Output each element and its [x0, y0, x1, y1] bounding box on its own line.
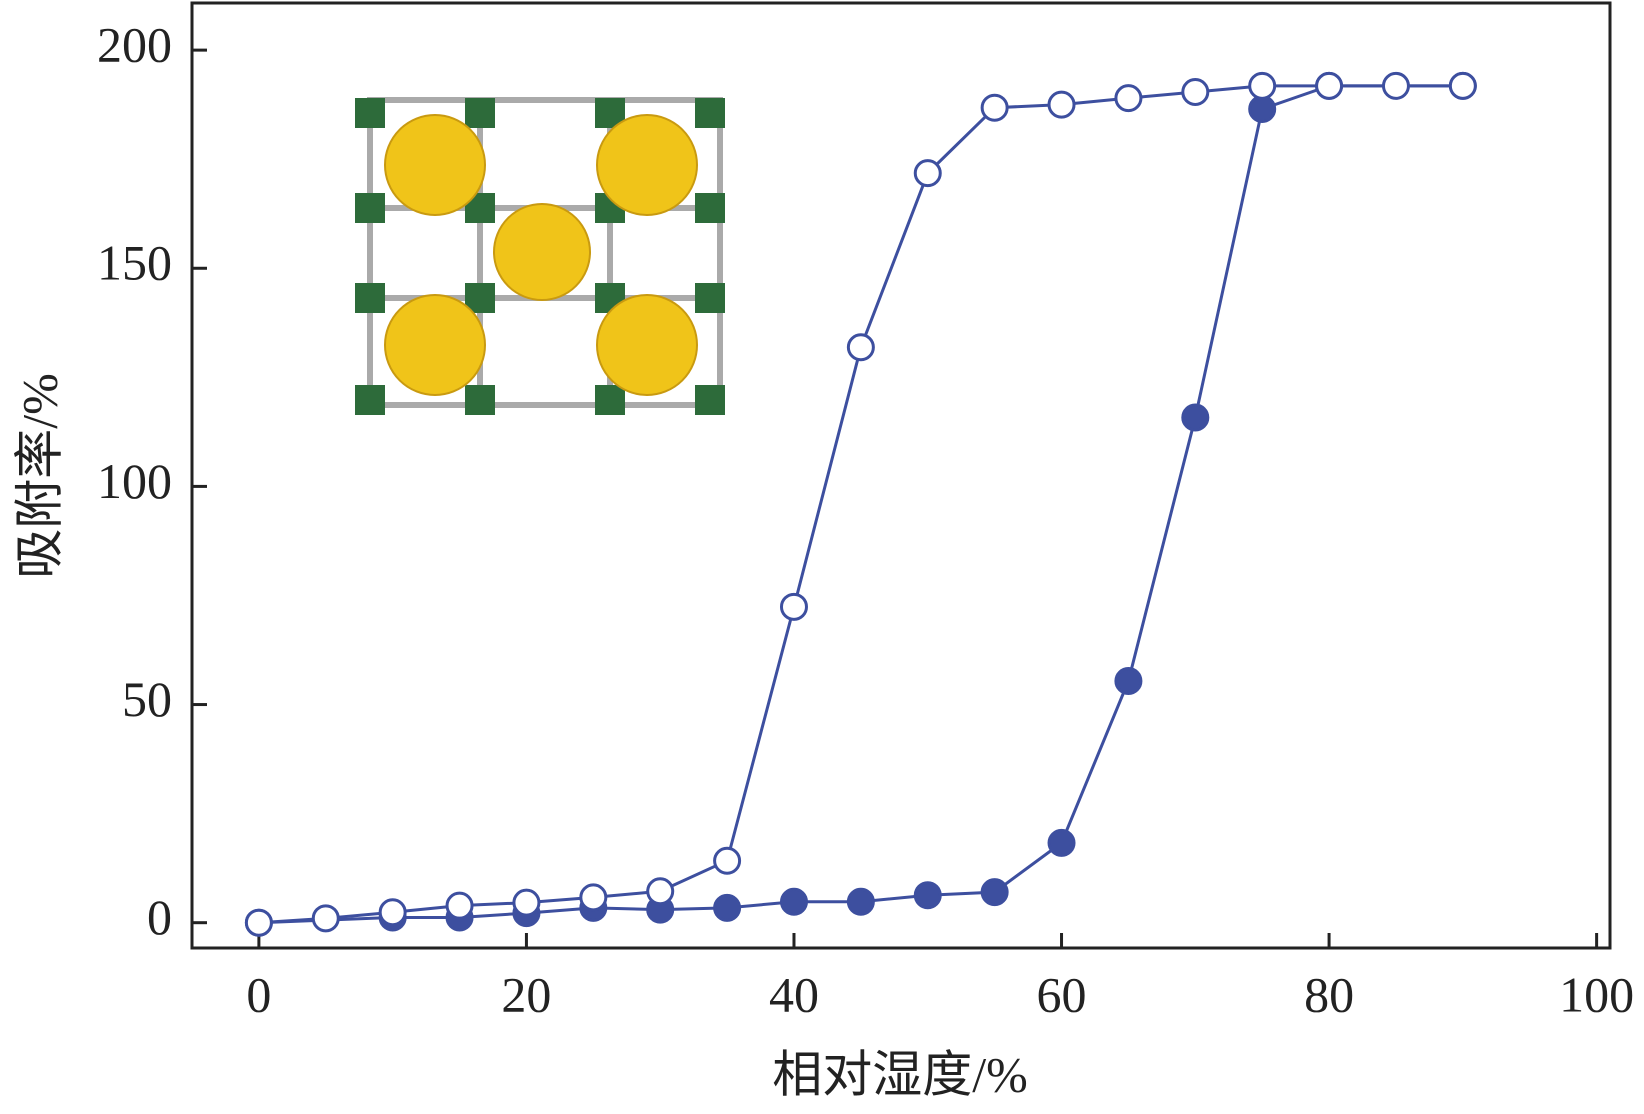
- inset-structure: [355, 97, 725, 415]
- y-tick-label: 200: [97, 17, 172, 73]
- x-tick-label: 100: [1559, 966, 1634, 1022]
- data-point: [1248, 95, 1277, 124]
- data-point: [1315, 71, 1344, 100]
- x-tick-label: 60: [1037, 966, 1087, 1022]
- data-point: [913, 159, 942, 188]
- x-tick-label: 20: [501, 966, 551, 1022]
- x-axis-label: 相对湿度/%: [772, 1046, 1028, 1102]
- data-point: [980, 93, 1009, 122]
- y-axis-label: 吸附率/%: [11, 373, 67, 579]
- data-point: [1181, 78, 1210, 107]
- data-point: [1114, 84, 1143, 113]
- data-point: [846, 333, 875, 362]
- data-point: [1448, 71, 1477, 100]
- data-point: [646, 877, 675, 906]
- data-point: [445, 891, 474, 920]
- data-point: [713, 846, 742, 875]
- data-point: [512, 888, 541, 917]
- y-tick-label: 100: [97, 453, 172, 509]
- data-point: [779, 887, 808, 916]
- data-point: [846, 887, 875, 916]
- data-point: [1381, 71, 1410, 100]
- data-point: [579, 883, 608, 912]
- data-point: [244, 908, 273, 937]
- x-tick-label: 80: [1304, 966, 1354, 1022]
- data-point: [1181, 403, 1210, 432]
- y-tick-label: 0: [147, 889, 172, 945]
- data-point: [1248, 71, 1277, 100]
- plot-frame: [190, 1, 1612, 950]
- data-point: [378, 898, 407, 927]
- x-tick-label: 40: [769, 966, 819, 1022]
- data-point: [779, 592, 808, 621]
- data-point: [913, 881, 942, 910]
- data-point: [980, 878, 1009, 907]
- data-point: [713, 893, 742, 922]
- y-tick-label: 150: [97, 235, 172, 291]
- data-point: [1047, 828, 1076, 857]
- data-point: [311, 904, 340, 933]
- data-point: [1114, 666, 1143, 695]
- data-point: [1047, 90, 1076, 119]
- y-tick-label: 50: [122, 671, 172, 727]
- x-tick-label: 0: [246, 966, 271, 1022]
